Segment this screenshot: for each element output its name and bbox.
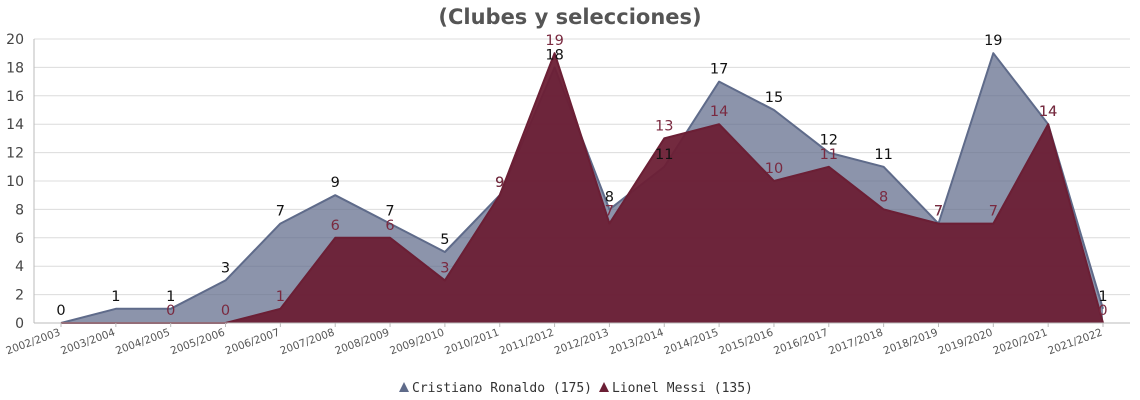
data-label: 12: [820, 133, 838, 149]
x-tick-label: 2006/2007: [224, 327, 282, 358]
data-label: 1: [1098, 289, 1107, 305]
data-label: 19: [984, 33, 1002, 49]
x-tick-label: 2009/2010: [388, 327, 446, 358]
data-label: 11: [655, 147, 673, 163]
x-tick-label: 2019/2020: [937, 327, 995, 358]
data-label: 10: [765, 161, 783, 177]
x-tick-label: 2015/2016: [717, 326, 775, 357]
data-label: 8: [605, 189, 614, 205]
chart-title: (Clubes y selecciones): [438, 5, 701, 29]
y-tick-label: 14: [6, 117, 24, 133]
x-tick-label: 2004/2005: [114, 327, 172, 358]
x-tick-label: 2018/2019: [882, 327, 940, 358]
x-tick-label: 2002/2003: [4, 327, 62, 358]
data-label: 3: [440, 260, 449, 276]
data-label: 6: [385, 218, 394, 234]
line-series-2: [61, 52, 1104, 324]
data-label: 5: [440, 232, 449, 248]
legend: Cristiano Ronaldo (175) Lionel Messi (135…: [399, 381, 753, 396]
x-tick-label: 2007/2008: [279, 327, 337, 358]
y-tick-label: 20: [6, 32, 24, 48]
data-label: 14: [710, 104, 728, 120]
x-tick-label: 2013/2014: [608, 326, 666, 357]
y-tick-label: 6: [15, 231, 24, 247]
data-label: 6: [331, 218, 340, 234]
data-label: 7: [934, 204, 943, 220]
x-tick-label: 2016/2017: [772, 327, 830, 358]
y-tick-label: 8: [15, 202, 24, 218]
data-label: 11: [874, 147, 892, 163]
y-tick-label: 0: [15, 316, 24, 332]
data-label: 8: [879, 189, 888, 205]
y-tick-label: 4: [15, 259, 24, 275]
data-label: 0: [221, 303, 230, 319]
y-tick-label: 18: [6, 60, 24, 76]
x-tick-label: 2012/2013: [553, 327, 611, 358]
x-tick-label: 2021/2022: [1046, 327, 1104, 358]
data-label: 1: [111, 289, 120, 305]
area-series-2: [61, 53, 1103, 323]
x-tick-label: 2003/2004: [59, 326, 117, 357]
x-tick-label: 2020/2021: [992, 327, 1050, 358]
data-label: 3: [221, 260, 230, 276]
legend-entry: Cristiano Ronaldo (175): [412, 381, 592, 396]
data-label: 15: [765, 90, 783, 106]
legend-entry: Lionel Messi (135): [612, 381, 753, 396]
data-label: 7: [934, 204, 943, 220]
data-label: 13: [655, 118, 673, 134]
x-tick-label: 2017/2018: [827, 327, 885, 358]
y-tick-label: 10: [6, 174, 24, 190]
data-label: 11: [820, 147, 838, 163]
data-label: 14: [1039, 104, 1057, 120]
legend-marker: [599, 382, 609, 392]
data-label: 1: [166, 289, 175, 305]
data-label: 0: [166, 303, 175, 319]
data-label: 0: [56, 303, 65, 319]
data-label: 9: [331, 175, 340, 191]
data-label: 7: [385, 204, 394, 220]
data-label: 18: [545, 47, 563, 63]
data-label: 19: [545, 33, 563, 49]
data-label: 0: [1098, 303, 1107, 319]
legend-marker: [399, 382, 409, 392]
data-label: 9: [495, 175, 504, 191]
data-label: 7: [989, 204, 998, 220]
x-tick-label: 2011/2012: [498, 327, 556, 358]
y-tick-label: 2: [15, 288, 24, 304]
x-tick-label: 2008/2009: [333, 327, 391, 358]
plot-area: [60, 52, 1104, 324]
y-tick-label: 16: [6, 89, 24, 105]
y-tick-label: 12: [6, 146, 24, 162]
data-label: 9: [495, 175, 504, 191]
x-tick-label: 2014/2015: [662, 327, 720, 358]
data-label: 14: [1039, 104, 1057, 120]
data-label: 7: [276, 204, 285, 220]
data-label: 17: [710, 62, 728, 78]
data-label: 7: [605, 204, 614, 220]
x-tick-label: 2005/2006: [169, 326, 227, 357]
x-tick-label: 2010/2011: [443, 327, 501, 358]
data-label: 1: [276, 289, 285, 305]
